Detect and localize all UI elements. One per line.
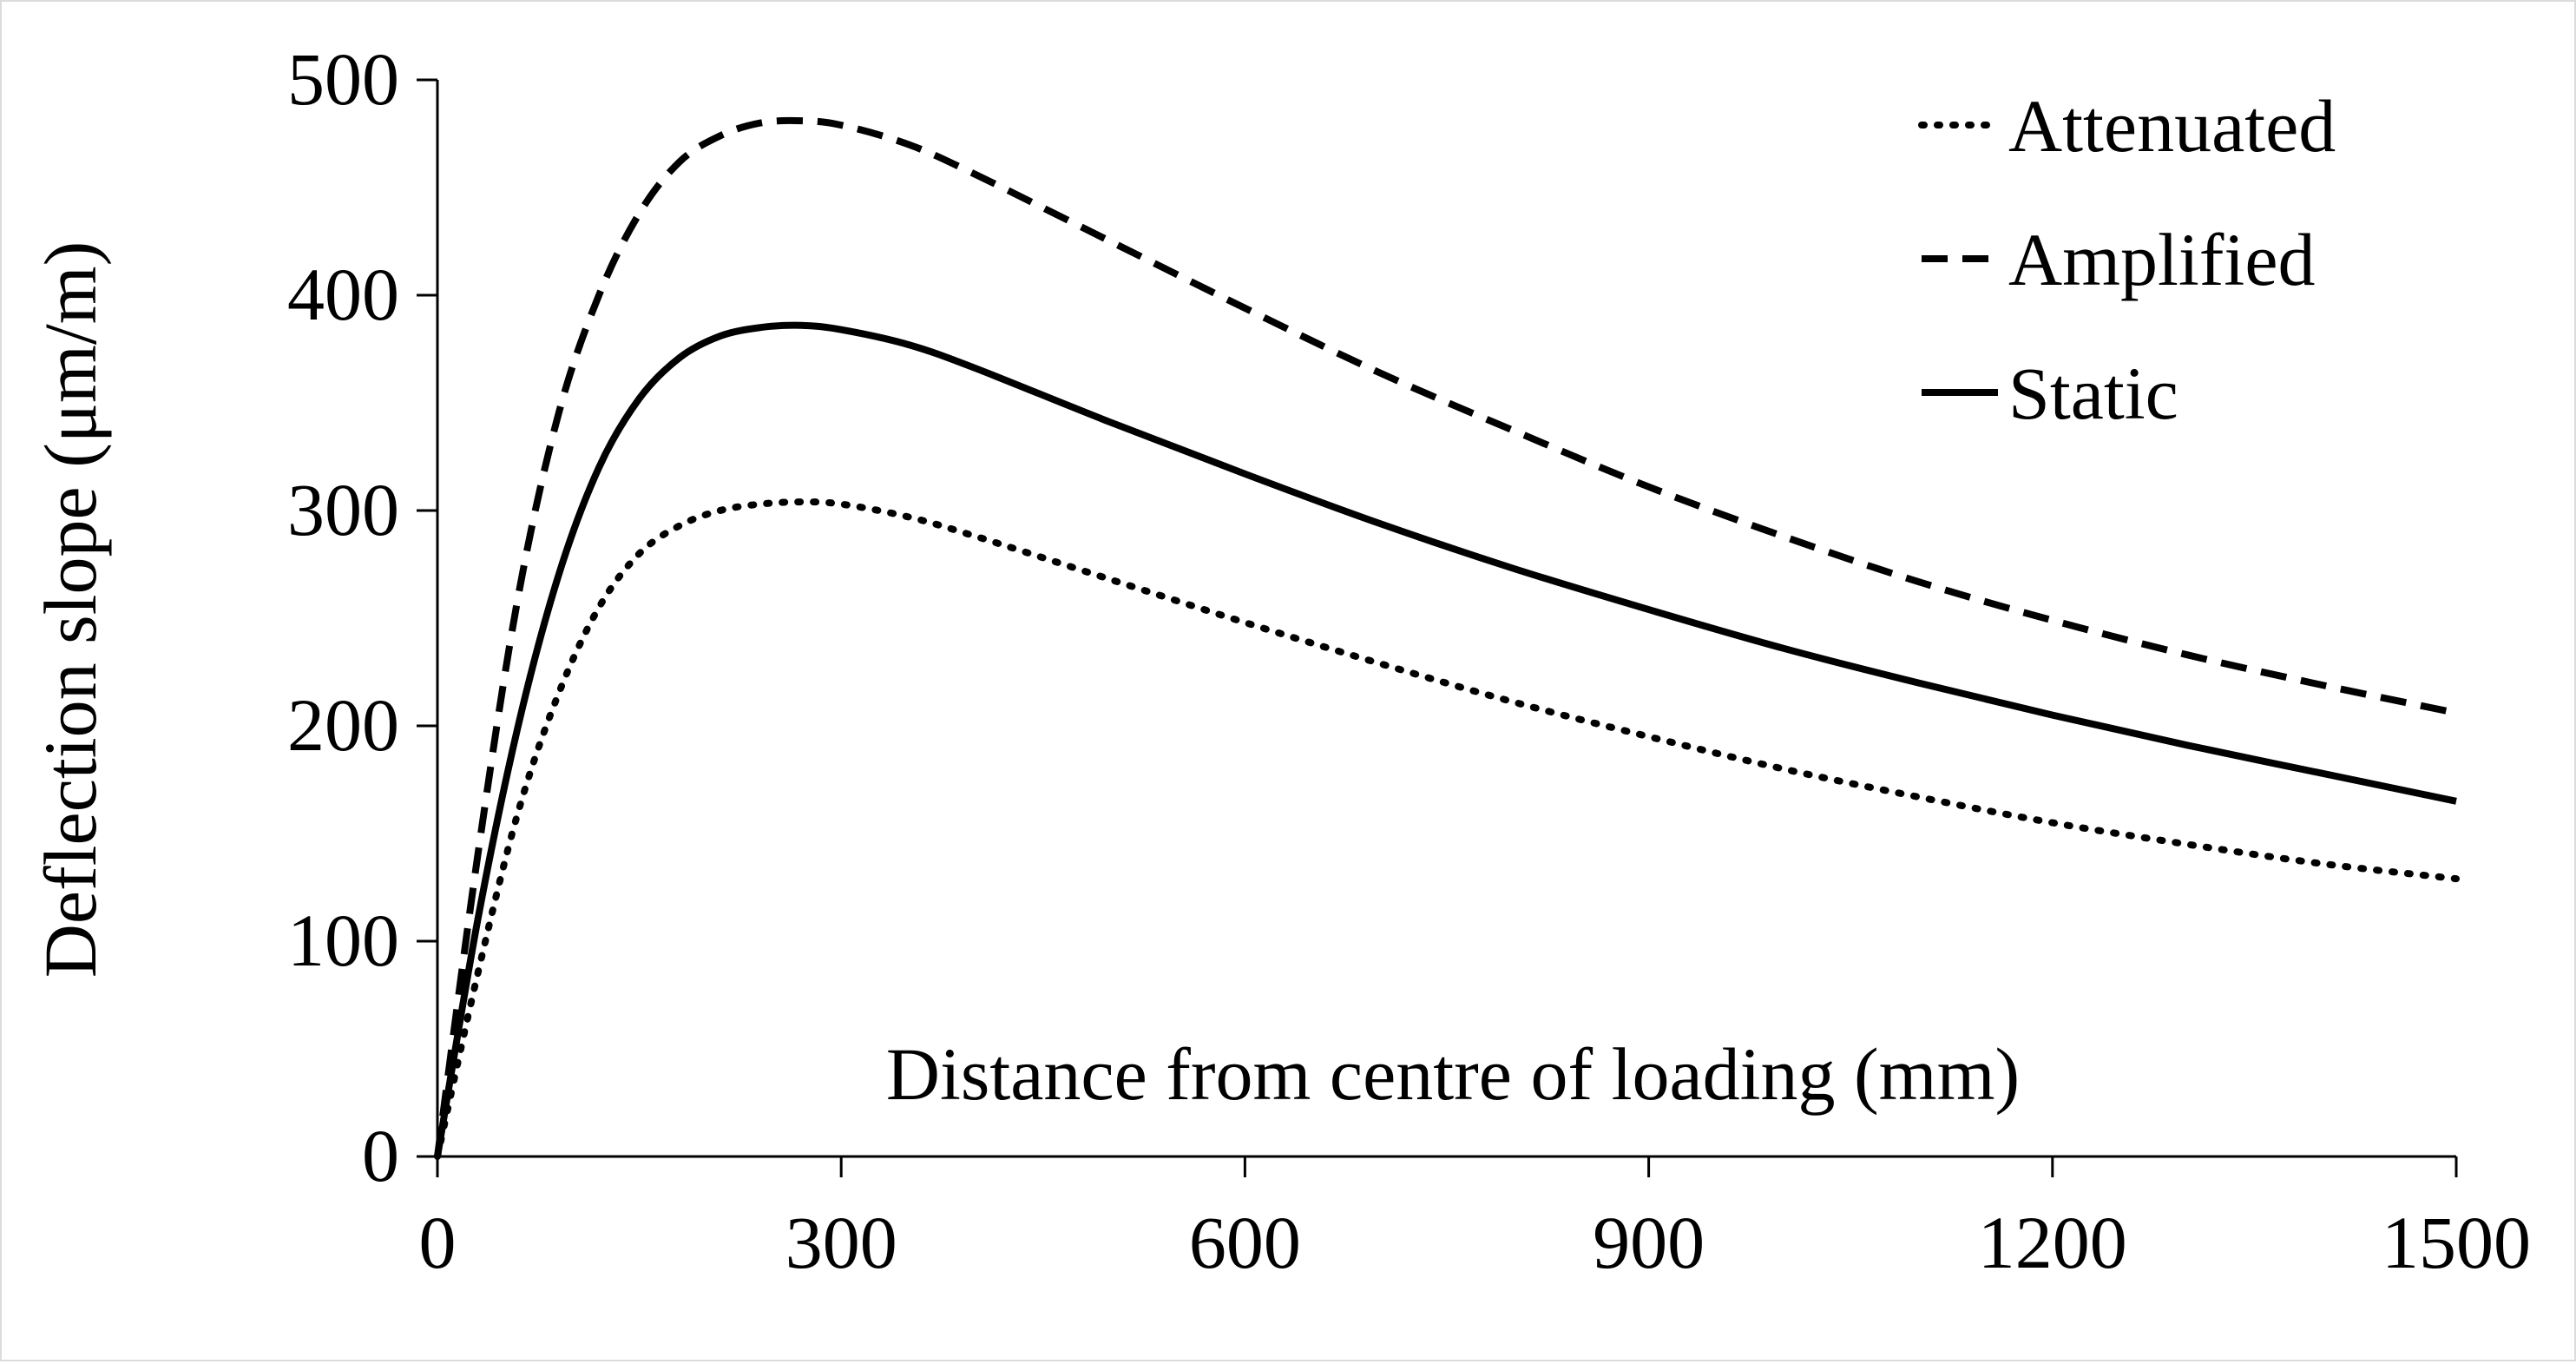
x-tick-label: 1500 [2382, 1201, 2531, 1284]
legend: Attenuated Amplified Static [1918, 84, 2336, 435]
axes: 0 300 600 900 1200 1500 0 100 200 300 400 500 [287, 37, 2531, 1284]
y-tick-label: 400 [287, 253, 399, 336]
x-tick-label: 600 [1189, 1201, 1301, 1284]
y-tick-label: 0 [362, 1114, 399, 1197]
y-tick-label: 300 [287, 468, 399, 551]
x-tick-label: 300 [785, 1201, 897, 1284]
y-axis-title: Deflection slope (μm/m) [29, 241, 112, 979]
x-tick-label: 900 [1593, 1201, 1705, 1284]
series-line-static [434, 321, 2457, 1157]
y-tick-label: 500 [287, 37, 399, 121]
legend-label-static: Static [2008, 352, 2178, 435]
series-lines [434, 116, 2460, 1160]
series-line-amplified [434, 116, 2457, 1157]
legend-label-attenuated: Attenuated [2008, 84, 2336, 168]
x-tick-label: 1200 [1978, 1201, 2127, 1284]
x-tick-label: 0 [419, 1201, 457, 1284]
y-tick-label: 100 [287, 899, 399, 982]
x-axis-title: Distance from centre of loading (mm) [886, 1032, 2020, 1116]
legend-label-amplified: Amplified [2008, 218, 2316, 301]
y-tick-label: 200 [287, 683, 399, 767]
series-line-attenuated [434, 498, 2460, 1160]
